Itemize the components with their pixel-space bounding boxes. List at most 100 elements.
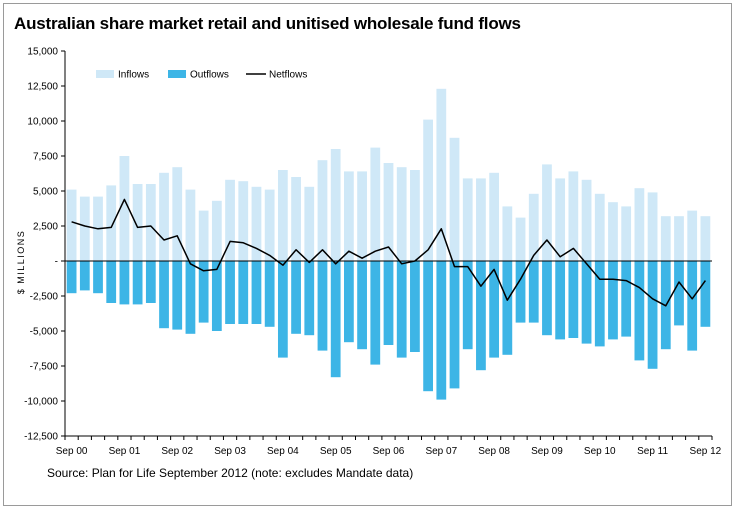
y-tick-label: 10,000 [27,117,58,128]
inflow-bar [330,149,341,261]
source-note: Source: Plan for Life September 2012 (no… [47,466,414,480]
x-tick-label: Sep 02 [161,446,193,457]
outflow-bars [66,261,711,400]
outflow-bar [608,261,618,340]
inflow-bar [251,186,262,261]
y-tick-label: 12,500 [27,82,58,93]
inflow-bar [344,171,354,261]
legend: Inflows Outflows Netflows [96,70,307,81]
outflow-bar [383,261,394,345]
inflow-bar [410,170,420,261]
inflow-bar [198,210,209,261]
x-tick-label: Sep 04 [267,446,299,457]
inflow-bar [608,202,618,261]
outflow-bar [436,261,447,400]
inflow-bar [423,119,433,261]
y-tick-label: 15,000 [27,47,58,58]
outflow-bar [555,261,566,340]
inflow-bar [687,210,698,261]
inflow-bar [225,179,235,261]
y-tick-label: -7,500 [30,362,59,373]
inflow-bar [106,185,117,261]
inflow-bar [515,217,526,261]
outflow-bar [568,261,579,338]
outflow-bar [106,261,117,303]
outflow-bar [304,261,315,336]
x-tick-label: Sep 05 [320,446,352,457]
inflow-bar [317,160,328,261]
outflow-bar [330,261,341,378]
inflow-bar [264,189,275,261]
inflow-bar [304,186,315,261]
inflow-bar [594,193,605,261]
outflow-bar [542,261,552,336]
outflow-bar [277,261,288,358]
inflow-bar [489,172,500,261]
outflow-bar [317,261,328,351]
y-tick-label: 2,500 [33,222,58,233]
outflow-bar [251,261,262,324]
inflow-bar [185,189,196,261]
outflow-bar [119,261,130,305]
outflow-bar [370,261,381,365]
inflow-bar [647,192,658,261]
legend-inflows-swatch [96,70,114,78]
inflow-bar [277,170,288,261]
inflow-bar [172,167,183,261]
outflow-bar [476,261,486,371]
outflow-bar [515,261,526,323]
inflow-bar [145,184,156,261]
inflow-bar [383,163,394,261]
inflow-bar [79,196,90,261]
outflow-bar [449,261,460,389]
outflow-bar [264,261,275,327]
inflow-bar [357,171,367,261]
inflow-bar [396,167,407,261]
outflow-bar [674,261,684,326]
inflow-bar [66,189,77,261]
chart-title: Australian share market retail and uniti… [14,14,521,33]
y-tick-label: -12,500 [24,432,58,443]
y-tick-label: -2,500 [30,292,59,303]
y-tick-label: - [55,257,58,268]
y-axis-label: $ MILLIONS [16,230,26,295]
outflow-bar [344,261,354,343]
outflow-bar [211,261,222,331]
inflow-bar [555,178,566,261]
outflow-bar [687,261,698,351]
outflow-bar [489,261,500,358]
outflow-bar [172,261,183,330]
inflow-bar [291,177,301,261]
outflow-bar [634,261,645,361]
outflow-bar [198,261,209,323]
outflow-bar [66,261,77,294]
inflow-bar [660,216,671,261]
x-tick-label: Sep 12 [690,446,722,457]
x-tick-label: Sep 11 [637,446,668,457]
inflow-bar [132,184,143,261]
x-tick-label: Sep 06 [373,446,405,457]
outflow-bar [145,261,156,303]
y-tick-label: -5,000 [30,327,59,338]
outflow-bar [396,261,407,358]
inflow-bar [159,172,169,261]
x-tick-label: Sep 01 [109,446,141,457]
outflow-bar [581,261,592,344]
outflow-bar [185,261,196,334]
legend-inflows-label: Inflows [118,70,149,81]
x-tick-label: Sep 10 [584,446,616,457]
inflow-bar [581,179,592,261]
netflow-line-group [71,198,707,307]
y-tick-label: -10,000 [24,397,58,408]
inflow-bar [634,188,645,261]
outflow-bar [238,261,249,324]
inflow-bar [700,216,711,261]
outflow-bar [621,261,632,337]
outflow-bar [502,261,513,355]
outflow-bar [93,261,103,294]
inflow-bar [476,178,486,261]
inflow-bar [211,200,222,261]
outflow-bar [594,261,605,347]
y-tick-label: 7,500 [33,152,58,163]
